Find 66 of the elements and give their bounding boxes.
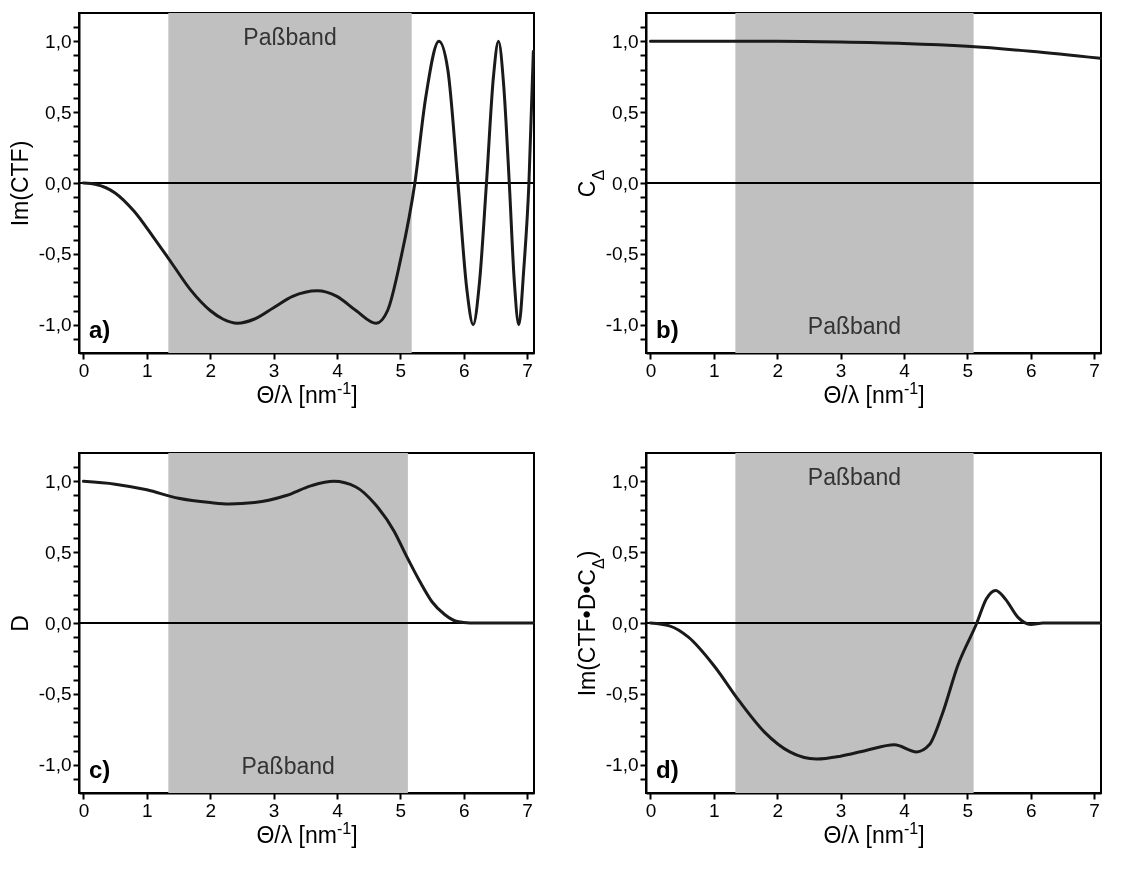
- y-tick-label: -0,5: [605, 243, 639, 265]
- y-tick-label: 0,0: [45, 612, 72, 634]
- x-tick-label: 0: [645, 799, 657, 821]
- x-tick-label: 2: [772, 359, 783, 381]
- x-tick-label: 7: [522, 359, 533, 381]
- x-tick-label: 4: [332, 359, 344, 381]
- band-label: Paßband: [241, 753, 335, 779]
- x-tick-label: 4: [332, 799, 344, 821]
- x-tick-label: 1: [709, 359, 720, 381]
- annotation: a): [89, 316, 111, 343]
- y-axis-title: D: [6, 615, 33, 632]
- x-tick-label: 7: [522, 799, 533, 821]
- y-tick-label: 1,0: [45, 30, 72, 52]
- y-tick-label: 1,0: [612, 30, 639, 52]
- y-tick-label: 0,0: [612, 612, 639, 634]
- annotation: c): [89, 756, 111, 783]
- y-tick-label: -1,0: [38, 314, 72, 336]
- x-tick-label: 5: [395, 359, 407, 381]
- y-tick-label: -1,0: [605, 754, 639, 776]
- x-tick-label: 6: [1025, 359, 1037, 381]
- band-label: Paßband: [243, 24, 337, 50]
- x-tick-label: 2: [772, 799, 783, 821]
- y-tick-label: 0,0: [45, 172, 72, 194]
- x-tick-label: 3: [268, 799, 280, 821]
- band-label: Paßband: [807, 464, 902, 490]
- band-label: Paßband: [807, 313, 902, 339]
- x-tick-label: 5: [395, 799, 407, 821]
- x-tick-label: 6: [458, 799, 470, 821]
- x-tick-label: 6: [1025, 799, 1037, 821]
- x-axis-title: Θ/λ [nm$^{-1}$]: [256, 378, 358, 408]
- x-tick-label: 1: [142, 359, 153, 381]
- x-tick-label: 4: [899, 359, 911, 381]
- y-tick-label: -0,5: [605, 683, 639, 705]
- x-tick-label: 5: [962, 359, 974, 381]
- y-tick-label: 1,0: [612, 470, 639, 492]
- x-tick-label: 3: [268, 359, 280, 381]
- y-tick-label: 1,0: [45, 470, 72, 492]
- x-tick-label: 6: [458, 359, 470, 381]
- x-tick-label: 1: [709, 799, 720, 821]
- x-axis-title: Θ/λ [nm$^{-1}$]: [256, 818, 358, 848]
- x-tick-label: 0: [78, 799, 90, 821]
- x-tick-label: 5: [962, 799, 974, 821]
- x-axis-title: Θ/λ [nm$^{-1}$]: [823, 818, 925, 848]
- x-tick-label: 4: [899, 799, 911, 821]
- annotation: d): [656, 756, 679, 783]
- y-tick-label: -1,0: [38, 754, 72, 776]
- x-tick-label: 0: [78, 359, 90, 381]
- x-tick-label: 2: [205, 799, 216, 821]
- x-tick-label: 2: [205, 359, 216, 381]
- x-tick-label: 0: [645, 359, 657, 381]
- x-tick-label: 1: [142, 799, 153, 821]
- y-tick-label: 0,5: [45, 541, 72, 563]
- x-tick-label: 3: [835, 799, 847, 821]
- x-axis-title: Θ/λ [nm$^{-1}$]: [823, 378, 925, 408]
- y-axis-title: Im(CTF): [6, 140, 33, 227]
- y-tick-label: -0,5: [38, 243, 72, 265]
- y-tick-label: -1,0: [605, 314, 639, 336]
- x-tick-label: 7: [1089, 799, 1100, 821]
- x-tick-label: 7: [1089, 359, 1100, 381]
- y-tick-label: 0,5: [612, 101, 639, 123]
- y-tick-label: 0,5: [612, 541, 639, 563]
- annotation: b): [656, 316, 679, 343]
- x-tick-label: 3: [835, 359, 847, 381]
- y-tick-label: -0,5: [38, 683, 72, 705]
- y-tick-label: 0,0: [612, 172, 639, 194]
- y-tick-label: 0,5: [45, 101, 72, 123]
